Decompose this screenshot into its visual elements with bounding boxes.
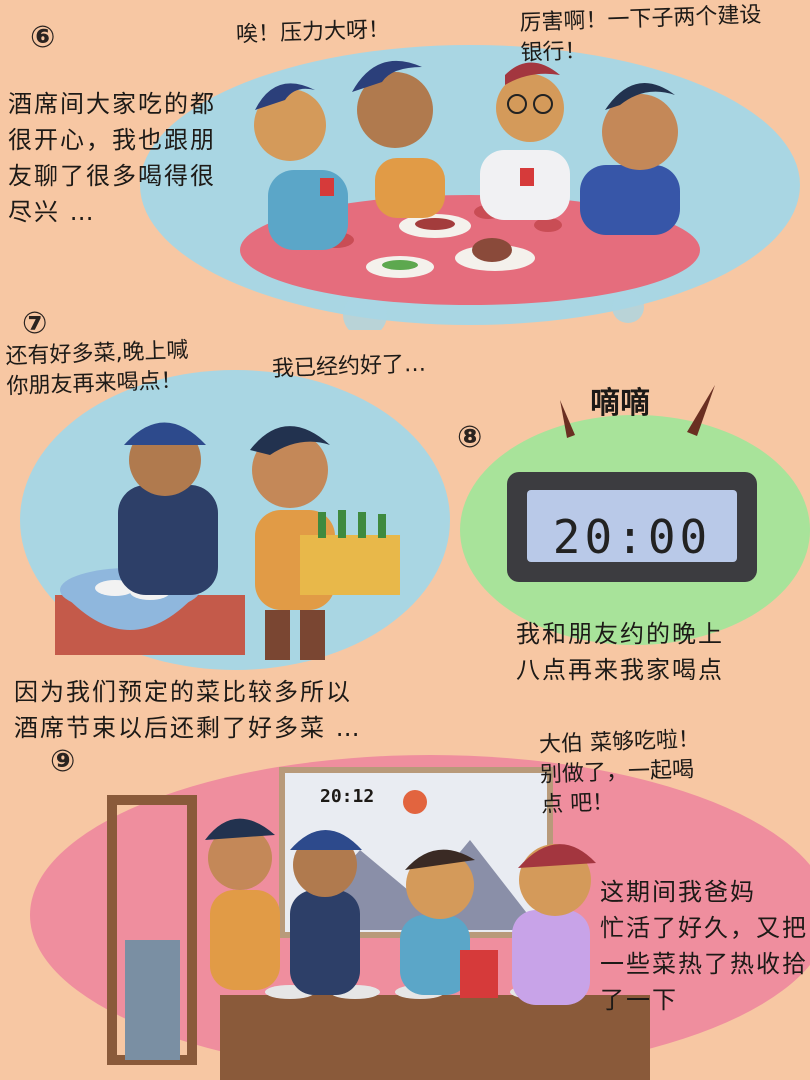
- panel-7-illustration: [20, 370, 450, 670]
- alarm-clock-time: 20:00: [552, 510, 712, 564]
- panel-7-speech-1: 还有好多菜,晚上喊 你朋友再来喝点！: [5, 338, 189, 400]
- wall-clock-time: 20:12: [320, 786, 375, 807]
- panel-7-speech-2: 我已经约好了…: [271, 351, 427, 382]
- panel-6-illustration: [140, 45, 800, 330]
- panel-8-sound-effect: 嘀嘀: [590, 386, 650, 421]
- panel-9-speech-1: 大伯 菜够吃啦！ 别做了，一起喝 点 吧！: [538, 727, 701, 818]
- panel-8-illustration: [460, 385, 810, 645]
- panel-9-caption: 这期间我爸妈 忙活了好久，又把 一些菜热了热收拾 了一下: [600, 878, 808, 1014]
- panel-8-caption: 我和朋友约的晚上 八点再来我家喝点: [516, 620, 724, 684]
- panel-7-number: ⑦: [22, 306, 48, 341]
- panel-9-number: ⑨: [50, 744, 76, 779]
- panel-6-caption: 酒席间大家吃的都 很开心，我也跟朋 友聊了很多喝得很 尽兴 …: [8, 90, 216, 226]
- panel-8-number: ⑧: [457, 420, 483, 455]
- panel-7-caption: 因为我们预定的菜比较多所以 酒席节束以后还剩了好多菜 …: [14, 678, 362, 742]
- panel-6-number: ⑥: [30, 20, 56, 55]
- panel-6-speech-1: 唉！压力大呀！: [235, 17, 391, 48]
- panel-9-illustration: [30, 755, 810, 1080]
- panel-6-speech-2: 厉害啊！一下子两个建设 银行！: [519, 2, 762, 67]
